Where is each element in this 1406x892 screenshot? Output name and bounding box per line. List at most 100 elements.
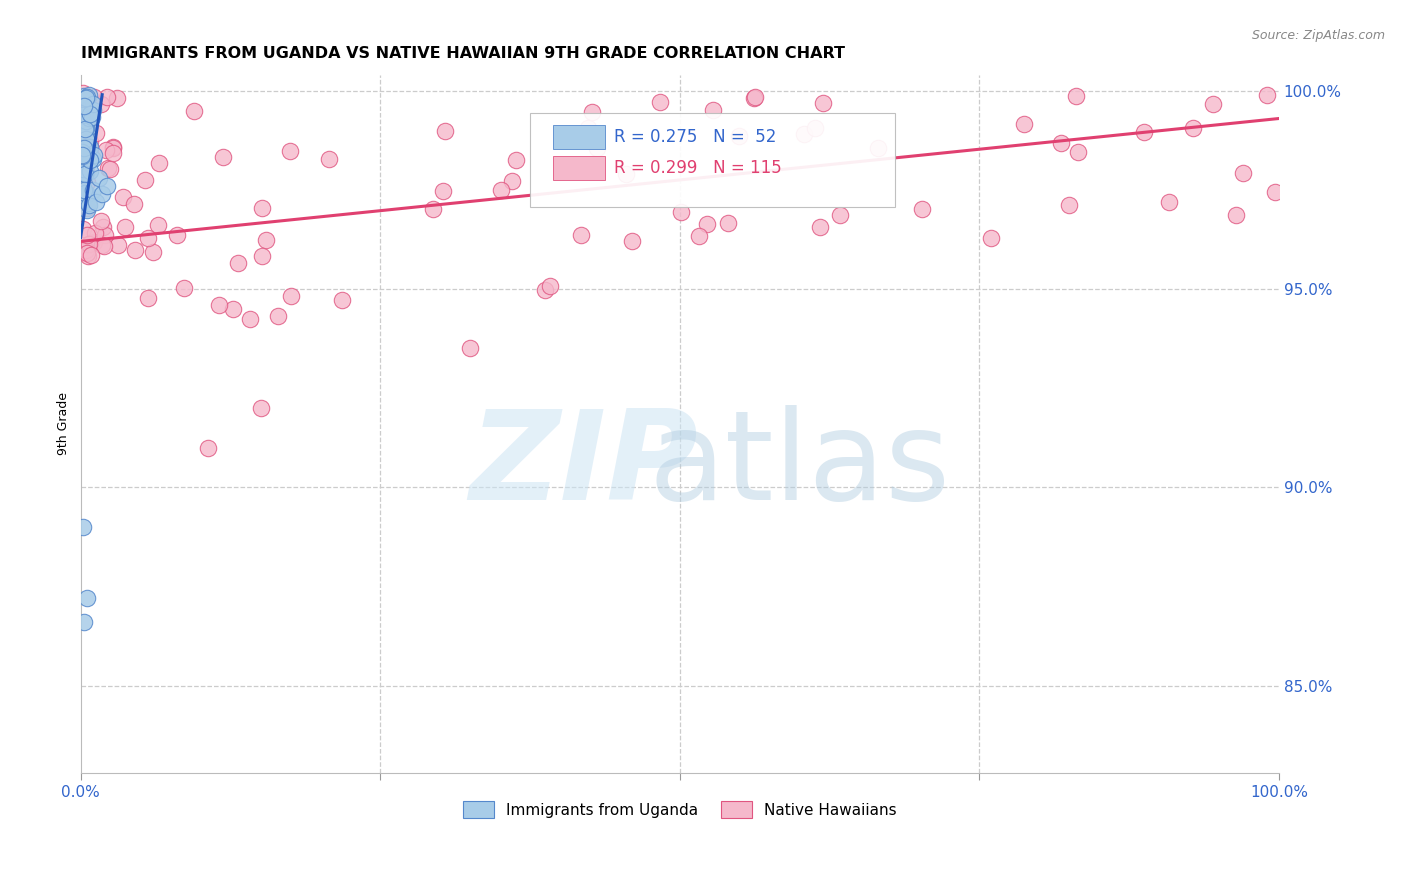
Point <box>75 186 97 201</box>
Point <box>96 178 118 193</box>
Y-axis label: 9th Grade: 9th Grade <box>58 392 70 455</box>
Point <box>1014 117 1036 131</box>
FancyBboxPatch shape <box>530 113 896 208</box>
Point <box>318 152 340 166</box>
Point <box>96 89 118 103</box>
Point <box>79 140 101 154</box>
Point <box>72 87 94 101</box>
Point <box>76 202 98 216</box>
Point <box>93 239 115 253</box>
Point <box>76 175 98 189</box>
Point <box>87 171 110 186</box>
Point <box>811 95 834 110</box>
Point <box>1256 87 1278 102</box>
Point <box>75 121 97 136</box>
Point <box>76 102 98 116</box>
Point <box>90 97 112 112</box>
Point <box>73 152 96 166</box>
Point <box>70 118 93 132</box>
Point <box>460 342 482 356</box>
Point <box>585 141 607 155</box>
Point <box>1066 88 1088 103</box>
Text: R = 0.299   N = 115: R = 0.299 N = 115 <box>614 159 782 177</box>
Point <box>280 289 302 303</box>
Point <box>124 243 146 257</box>
Point <box>212 150 235 164</box>
FancyBboxPatch shape <box>553 156 606 179</box>
Point <box>107 237 129 252</box>
Point <box>77 196 100 211</box>
Point <box>80 247 103 261</box>
Point <box>70 149 93 163</box>
Point <box>75 122 97 136</box>
Point <box>72 520 94 534</box>
Point <box>77 120 100 134</box>
Point <box>538 279 561 293</box>
Point <box>688 229 710 244</box>
Point <box>72 156 94 170</box>
Point <box>1232 166 1254 180</box>
Point <box>73 89 96 103</box>
Text: R = 0.275   N =  52: R = 0.275 N = 52 <box>614 128 776 146</box>
Point <box>75 114 97 128</box>
Point <box>222 301 245 316</box>
Point <box>744 90 766 104</box>
Point <box>91 237 114 252</box>
Point <box>82 183 104 197</box>
Point <box>80 110 103 124</box>
Point <box>83 89 105 103</box>
Point <box>101 140 124 154</box>
Point <box>96 143 118 157</box>
Point <box>75 132 97 146</box>
Point <box>70 175 93 189</box>
Point <box>1225 208 1247 222</box>
Point <box>73 98 96 112</box>
Point <box>75 91 97 105</box>
Point <box>72 162 94 177</box>
Point <box>256 233 278 247</box>
Point <box>77 236 100 251</box>
Point <box>75 167 97 181</box>
Point <box>76 227 98 242</box>
Point <box>83 235 105 249</box>
Text: Source: ZipAtlas.com: Source: ZipAtlas.com <box>1251 29 1385 42</box>
Point <box>433 124 456 138</box>
Point <box>82 97 104 112</box>
Point <box>79 153 101 168</box>
Point <box>76 90 98 104</box>
Point <box>75 166 97 180</box>
Point <box>72 161 94 176</box>
Point <box>91 219 114 234</box>
Point <box>581 105 603 120</box>
Point <box>614 167 637 181</box>
Point <box>90 214 112 228</box>
Point <box>134 173 156 187</box>
Point <box>1066 145 1088 159</box>
Point <box>77 99 100 113</box>
Point <box>804 120 827 135</box>
Point <box>136 231 159 245</box>
Point <box>79 236 101 251</box>
Point <box>76 202 98 217</box>
Point <box>239 311 262 326</box>
Point <box>83 226 105 240</box>
Point <box>84 194 107 209</box>
Point <box>505 153 527 167</box>
Point <box>73 183 96 197</box>
Point <box>576 120 599 135</box>
Point <box>97 161 120 175</box>
Legend: Immigrants from Uganda, Native Hawaiians: Immigrants from Uganda, Native Hawaiians <box>457 795 903 824</box>
Point <box>82 153 104 167</box>
Point <box>569 228 592 243</box>
Point <box>648 95 671 110</box>
Point <box>250 249 273 263</box>
Point <box>70 145 93 159</box>
Point <box>533 283 555 297</box>
Point <box>77 140 100 154</box>
Point <box>79 164 101 178</box>
Point <box>79 135 101 149</box>
Point <box>422 202 444 216</box>
Point <box>76 591 98 606</box>
Point <box>70 108 93 122</box>
Point <box>696 217 718 231</box>
